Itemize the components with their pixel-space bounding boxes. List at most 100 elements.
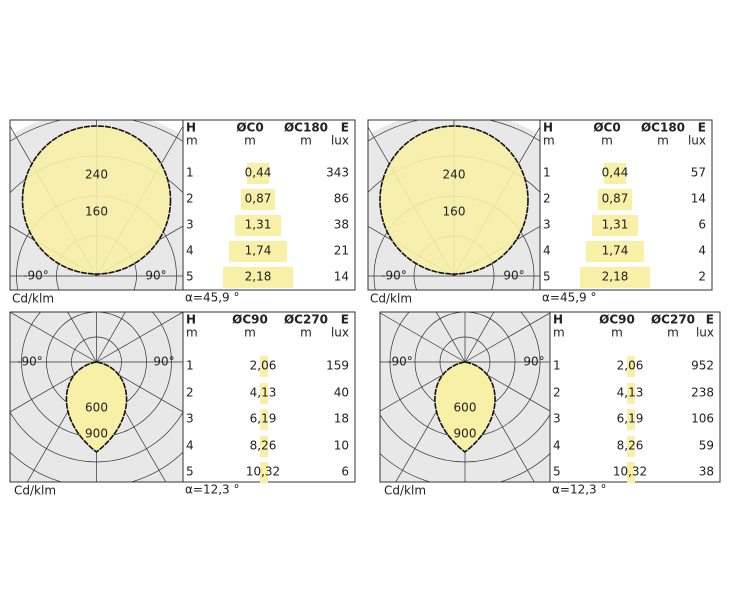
height-value: 4: [186, 244, 194, 258]
illuminance-value: 18: [334, 412, 349, 426]
beam-stripe: [241, 189, 275, 210]
diameter-value: 2,06: [617, 359, 644, 373]
ring-label: 600: [454, 401, 477, 415]
table-header: H: [186, 121, 196, 135]
table-unit: m: [244, 326, 256, 340]
polar-diagram: [10, 312, 183, 482]
table-unit: m: [300, 326, 312, 340]
diameter-value: 4,13: [250, 386, 277, 400]
diameter-value: 2,06: [250, 359, 277, 373]
table-unit: lux: [688, 134, 706, 148]
light-distribution: [379, 125, 529, 275]
polar-spoke: [10, 312, 97, 363]
height-value: 1: [553, 359, 561, 373]
angle-label: -90°: [23, 269, 49, 283]
polar-spoke: [10, 361, 97, 413]
beam-stripe: [592, 215, 638, 236]
table-header: ØC180: [284, 121, 328, 135]
ring-label: 900: [454, 427, 477, 441]
table-header: ØC270: [284, 313, 328, 327]
height-value: 2: [186, 386, 194, 400]
angle-label: 90°: [523, 355, 544, 369]
beam-stripe: [247, 163, 269, 184]
height-value: 5: [186, 270, 194, 284]
height-value: 2: [186, 192, 194, 206]
table-unit: m: [300, 134, 312, 148]
table-unit: m: [657, 134, 669, 148]
diameter-value: 2,18: [602, 270, 629, 284]
beam-stripe: [235, 215, 281, 236]
height-value: 5: [186, 465, 194, 479]
ring-label: 600: [85, 401, 108, 415]
polar-diagram: [368, 120, 540, 290]
beam-stripe: [260, 436, 268, 457]
beam-stripe: [223, 267, 293, 288]
diameter-value: 10,32: [613, 465, 647, 479]
illuminance-value: 106: [691, 412, 714, 426]
ring-label: 160: [443, 205, 466, 219]
table-unit: m: [543, 134, 555, 148]
table-unit: lux: [696, 326, 714, 340]
height-value: 3: [186, 218, 194, 232]
illuminance-value: 40: [334, 386, 349, 400]
beam-stripe: [627, 462, 635, 483]
beam-angle: α=45,9 °: [185, 291, 240, 305]
light-distribution: [434, 361, 496, 454]
table-header: E: [698, 121, 706, 135]
height-value: 4: [543, 244, 551, 258]
polar-spoke: [464, 361, 550, 412]
polar-diagram: [10, 120, 183, 290]
table-unit: m: [553, 326, 565, 340]
table-header: ØC90: [599, 313, 635, 327]
beam-stripe: [580, 267, 650, 288]
beam-stripe: [598, 189, 632, 210]
beam-stripe: [604, 163, 626, 184]
diameter-value: 0,87: [602, 192, 629, 206]
angle-label: -90°: [17, 355, 43, 369]
polar-spoke: [96, 312, 126, 363]
illuminance-value: 21: [334, 244, 349, 258]
unit-label: Cd/klm: [370, 292, 412, 306]
height-value: 5: [543, 270, 551, 284]
height-value: 1: [186, 359, 194, 373]
table-unit: m: [601, 134, 613, 148]
ring-label: 160: [85, 205, 108, 219]
beam-stripe: [229, 241, 287, 262]
beam-angle: α=45,9 °: [542, 291, 597, 305]
angle-label: 90°: [503, 269, 524, 283]
table-header: E: [341, 313, 349, 327]
table-header: ØC180: [641, 121, 685, 135]
polar-spoke: [380, 361, 466, 412]
beam-stripe: [627, 383, 635, 404]
height-value: 3: [553, 412, 561, 426]
table-unit: m: [667, 326, 679, 340]
illuminance-value: 2: [698, 270, 706, 284]
table-header: ØC0: [593, 121, 620, 135]
polar-spoke: [67, 312, 97, 363]
polar-diagram: [380, 312, 550, 482]
table-unit: m: [186, 326, 198, 340]
diameter-value: 0,44: [602, 166, 629, 180]
table-header: E: [706, 313, 714, 327]
beam-stripe: [260, 462, 268, 483]
beam-stripe: [627, 436, 635, 457]
illuminance-value: 57: [691, 166, 706, 180]
beam-stripe: [260, 356, 268, 377]
angle-label: 90°: [145, 269, 166, 283]
table-header: ØC90: [232, 313, 268, 327]
angle-label: -90°: [387, 355, 413, 369]
height-value: 2: [553, 386, 561, 400]
illuminance-value: 38: [699, 465, 714, 479]
angle-label: -90°: [381, 269, 407, 283]
illuminance-value: 343: [326, 166, 349, 180]
height-value: 5: [553, 465, 561, 479]
illuminance-value: 159: [326, 359, 349, 373]
diameter-value: 8,26: [617, 439, 644, 453]
ring-label: 900: [85, 427, 108, 441]
illuminance-value: 14: [334, 270, 349, 284]
illuminance-value: 4: [698, 244, 706, 258]
height-value: 2: [543, 192, 551, 206]
diameter-value: 1,31: [245, 218, 272, 232]
table-header: ØC270: [651, 313, 695, 327]
beam-angle: α=12,3 °: [552, 483, 607, 497]
